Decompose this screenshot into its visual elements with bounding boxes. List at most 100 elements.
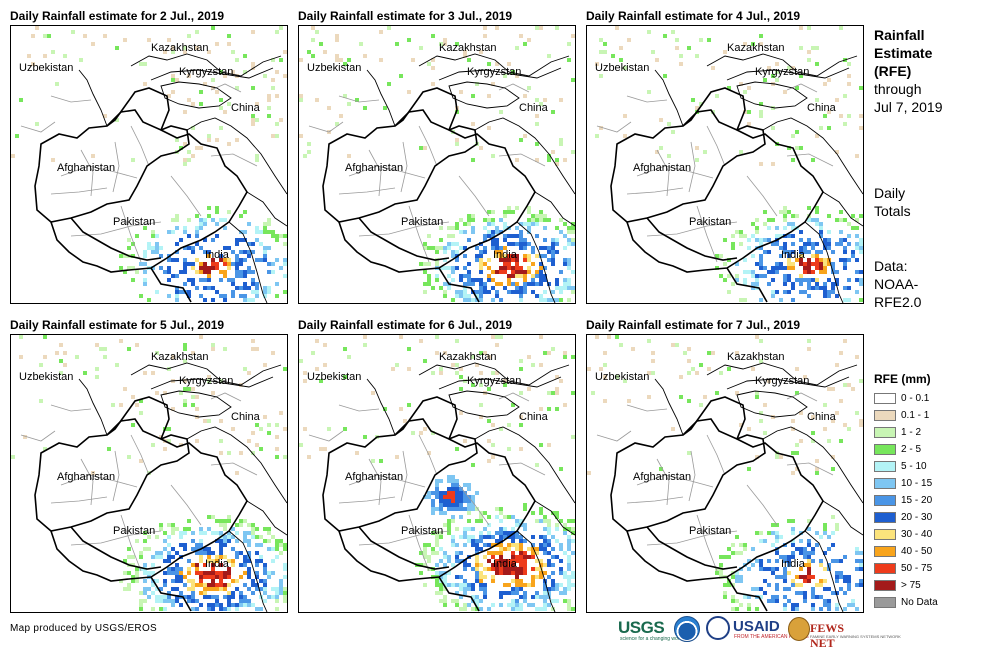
rain-cell <box>523 286 527 290</box>
rain-cell <box>839 439 843 443</box>
rain-cell <box>299 98 303 102</box>
rain-cell <box>535 519 539 523</box>
rain-cell <box>855 246 859 250</box>
rain-cell <box>175 567 179 571</box>
rain-cell <box>547 246 551 250</box>
rain-cell <box>607 335 611 339</box>
rain-cell <box>523 507 527 511</box>
rain-cell <box>267 262 271 266</box>
rain-cell <box>807 26 811 30</box>
rain-cell <box>779 246 783 250</box>
rain-cell <box>247 599 251 603</box>
rain-cell <box>495 551 499 555</box>
rain-cell <box>163 595 167 599</box>
province-line <box>368 458 382 506</box>
rain-cell <box>227 599 231 603</box>
rain-cell <box>787 146 791 150</box>
rain-cell <box>491 579 495 583</box>
rain-cell <box>543 278 547 282</box>
rain-cell <box>183 258 187 262</box>
rain-cell <box>231 290 235 294</box>
country-border <box>150 376 274 390</box>
rain-cell <box>487 531 491 535</box>
rain-cell <box>835 575 839 579</box>
rain-cell <box>703 395 707 399</box>
rain-cell <box>507 278 511 282</box>
rain-cell <box>455 371 459 375</box>
rain-cell <box>191 547 195 551</box>
rain-cell <box>787 587 791 591</box>
rain-cell <box>155 587 159 591</box>
rain-cell <box>815 266 819 270</box>
rain-cell <box>463 587 467 591</box>
rainfall-cells <box>595 26 863 302</box>
rain-cell <box>187 519 191 523</box>
rain-cell <box>787 290 791 294</box>
rain-cell <box>491 567 495 571</box>
rain-cell <box>547 531 551 535</box>
rain-cell <box>463 50 467 54</box>
rain-cell <box>427 278 431 282</box>
rain-cell <box>219 451 223 455</box>
rain-cell <box>535 559 539 563</box>
rain-cell <box>175 218 179 222</box>
rain-cell <box>715 391 719 395</box>
rain-cell <box>191 531 195 535</box>
rain-cell <box>487 439 491 443</box>
rain-cell <box>855 607 859 611</box>
rain-cell <box>183 270 187 274</box>
rain-cell <box>479 575 483 579</box>
rain-cell <box>859 238 863 242</box>
rain-cell <box>263 415 267 419</box>
rain-cell <box>263 363 267 367</box>
panel-title: Daily Rainfall estimate for 7 Jul., 2019 <box>586 318 801 332</box>
legend-item: 20 - 30 <box>874 509 938 526</box>
rain-cell <box>739 242 743 246</box>
rain-cell <box>695 371 699 375</box>
rain-cell <box>859 86 863 90</box>
rain-cell <box>523 583 527 587</box>
rain-cell <box>807 294 811 298</box>
rain-cell <box>555 511 559 515</box>
rain-cell <box>243 54 247 58</box>
rain-cell <box>479 519 483 523</box>
rain-cell <box>767 218 771 222</box>
rain-cell <box>251 250 255 254</box>
legend-label: 10 - 15 <box>901 478 933 489</box>
rain-cell <box>803 595 807 599</box>
rain-cell <box>763 403 767 407</box>
rain-cell <box>839 114 843 118</box>
rain-cell <box>435 535 439 539</box>
rain-cell <box>467 222 471 226</box>
rain-cell <box>519 415 523 419</box>
rain-cell <box>451 250 455 254</box>
rain-cell <box>431 58 435 62</box>
province-line <box>458 484 490 526</box>
rain-cell <box>307 150 311 154</box>
rain-cell <box>179 603 183 607</box>
rain-cell <box>319 379 323 383</box>
rain-cell <box>567 567 571 571</box>
rain-cell <box>515 567 519 571</box>
rain-cell <box>163 559 167 563</box>
rain-cell <box>739 82 743 86</box>
rain-cell <box>447 571 451 575</box>
usaid-tagline: FROM THE AMERICAN PEOPLE <box>734 634 809 640</box>
rain-cell <box>835 591 839 595</box>
rain-cell <box>179 543 183 547</box>
legend-label: 1 - 2 <box>901 427 922 438</box>
rain-cell <box>459 218 463 222</box>
rain-cell <box>531 575 535 579</box>
rain-cell <box>831 455 835 459</box>
rain-cell <box>443 563 447 567</box>
rain-cell <box>815 278 819 282</box>
rain-cell <box>167 439 171 443</box>
province-line <box>696 205 718 263</box>
rain-cell <box>835 411 839 415</box>
usaid-seal-icon <box>706 616 730 640</box>
rain-cell <box>491 278 495 282</box>
rain-cell <box>143 278 147 282</box>
rain-cell <box>219 254 223 258</box>
rain-cell <box>499 250 503 254</box>
rain-cell <box>747 427 751 431</box>
